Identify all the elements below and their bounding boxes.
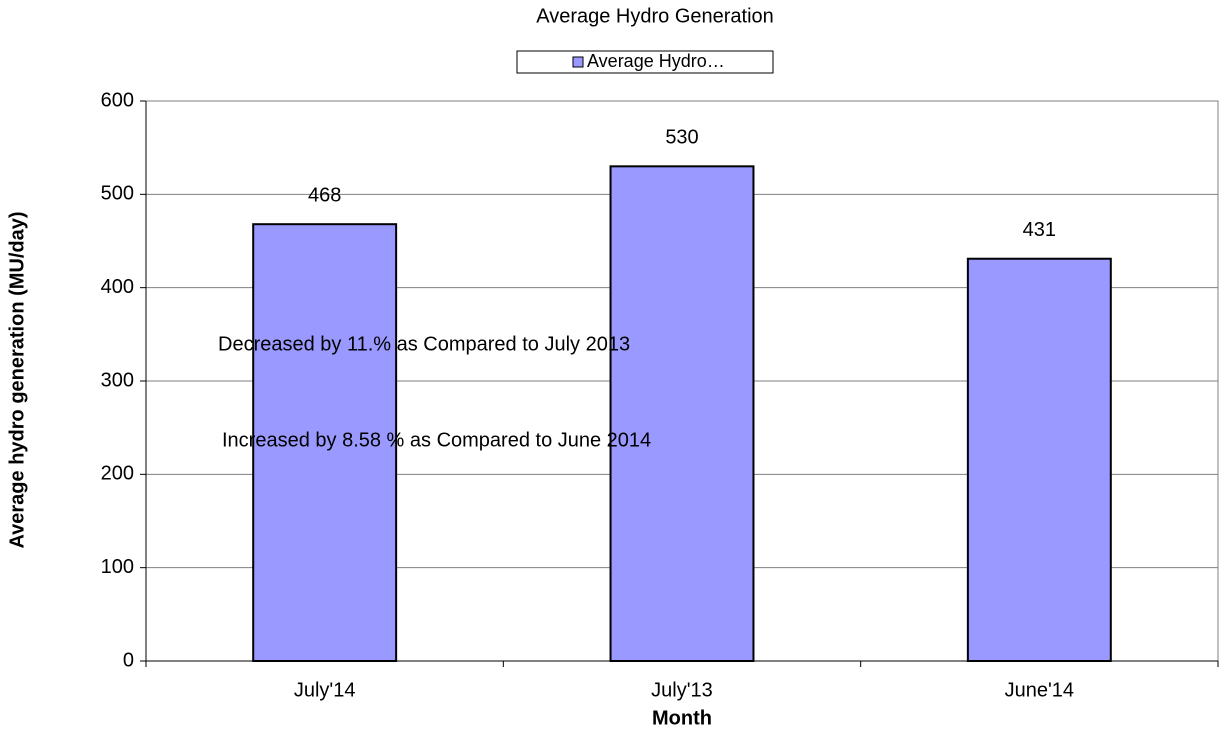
data-label: 468	[308, 184, 341, 206]
y-tick-label: 100	[101, 556, 134, 578]
chart-title: Average Hydro Generation	[536, 5, 774, 27]
x-axis-label: Month	[652, 707, 712, 729]
data-label: 431	[1023, 219, 1056, 241]
x-tick-label: July'14	[294, 679, 356, 701]
legend-label: Average Hydro…	[587, 51, 725, 71]
y-tick-label: 500	[101, 183, 134, 205]
x-tick-label: July'13	[651, 679, 713, 701]
annotation: Increased by 8.58 % as Compared to June …	[222, 429, 651, 451]
y-tick-label: 200	[101, 463, 134, 485]
bar	[966, 257, 1112, 662]
bar	[252, 223, 398, 662]
data-label: 530	[665, 127, 698, 149]
annotation: Decreased by 11.% as Compared to July 20…	[218, 333, 630, 355]
legend-swatch	[572, 56, 584, 68]
y-tick-label: 300	[101, 369, 134, 391]
y-axis-label: Average hydro generation (MU/day)	[6, 211, 28, 548]
y-tick-label: 400	[101, 276, 134, 298]
y-tick-label: 0	[123, 649, 134, 671]
x-tick-label: June'14	[1005, 679, 1074, 701]
bar	[609, 165, 755, 662]
y-tick-label: 600	[101, 89, 134, 111]
